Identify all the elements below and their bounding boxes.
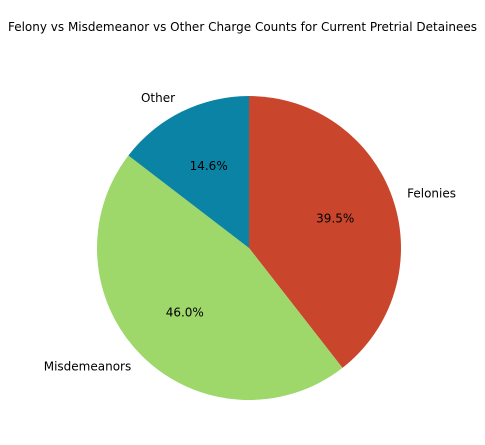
pct-label-felonies: 39.5% (316, 211, 354, 225)
pct-label-other: 14.6% (190, 159, 228, 173)
slice-label-other: Other (141, 91, 175, 105)
pie-slice-felonies (249, 96, 402, 368)
pie-slices (96, 96, 402, 401)
pie-slice-misdemeanors (96, 155, 343, 401)
slice-label-misdemeanors: Misdemeanors (44, 360, 132, 374)
slice-label-felonies: Felonies (407, 187, 456, 201)
pie-labels: 39.5% Felonies 46.0% Misdemeanors 14.6% Other (44, 91, 456, 374)
chart-title: Felony vs Misdemeanor vs Other Charge Co… (8, 20, 477, 34)
pie-slice-other (128, 96, 249, 248)
pct-label-misdemeanors: 46.0% (166, 306, 204, 320)
